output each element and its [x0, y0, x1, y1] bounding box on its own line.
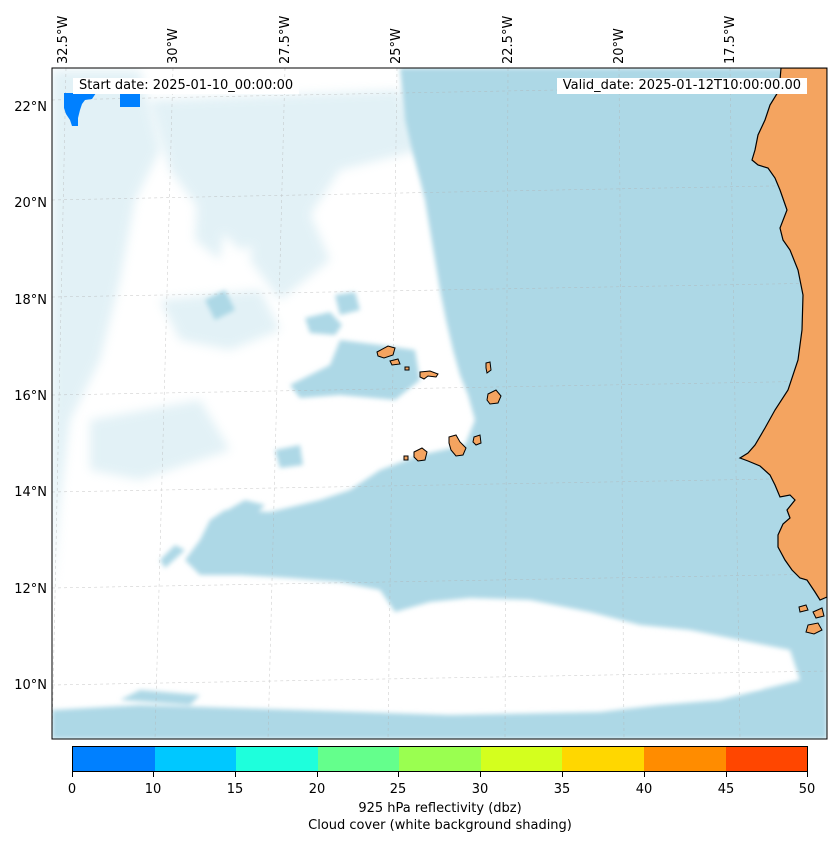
colorbar-tick-mark [317, 772, 318, 777]
island-boa-vista [486, 389, 502, 405]
island-sao-nicolau [419, 370, 439, 380]
colorbar-segment [562, 747, 644, 771]
cloud-cover [52, 68, 827, 739]
lon-label: 17.5°W [723, 16, 738, 64]
longitude-labels: 32.5°W 30°W 27.5°W 25°W 22.5°W 20°W 17.5… [56, 16, 738, 64]
lon-label: 32.5°W [56, 16, 71, 64]
lon-label: 20°W [612, 28, 627, 64]
colorbar-segment [399, 747, 481, 771]
colorbar-segment [73, 747, 155, 771]
lat-label: 16°N [14, 389, 47, 404]
cloud-gaps [555, 612, 770, 688]
lat-label: 20°N [14, 196, 47, 211]
lat-label: 18°N [14, 293, 47, 308]
colorbar-segment [317, 747, 400, 771]
colorbar-tick-mark [644, 772, 645, 777]
latitude-labels: 22°N 20°N 18°N 16°N 14°N 12°N 10°N [14, 100, 47, 693]
african-coast [738, 68, 827, 601]
colorbar-segment [480, 747, 563, 771]
colorbar-tick-label: 15 [226, 782, 244, 797]
colorbar [72, 746, 808, 772]
island-sal [485, 361, 492, 374]
colorbar-tick-mark [153, 772, 154, 777]
colorbar-tick-mark [398, 772, 399, 777]
colorbar-tick-mark [726, 772, 727, 777]
lon-label: 22.5°W [501, 16, 516, 64]
colorbar-tick-label: 25 [389, 782, 407, 797]
island-brava [403, 455, 409, 461]
lat-label: 14°N [14, 485, 47, 500]
lon-label: 27.5°W [278, 16, 293, 64]
colorbar-segment [154, 747, 237, 771]
start-date-label: Start date: 2025-01-10_00:00:00 [73, 78, 300, 94]
island-santa-luzia [404, 366, 410, 371]
lon-label: 30°W [166, 28, 181, 64]
island-sao-vicente [389, 358, 401, 366]
colorbar-tick-mark [72, 772, 73, 777]
colorbar-tick-label: 30 [471, 782, 489, 797]
colorbar-tick-label: 0 [67, 782, 77, 797]
colorbar-tick-mark [480, 772, 481, 777]
lon-label: 25°W [389, 28, 404, 64]
island-maio [472, 434, 482, 446]
cloud-haze [52, 70, 420, 600]
colorbar-tick-label: 45 [717, 782, 735, 797]
lat-label: 10°N [14, 678, 47, 693]
island-santo-antao [376, 345, 396, 359]
colorbar-segment [725, 747, 808, 771]
colorbar-tick-label: 10 [144, 782, 162, 797]
lat-label: 12°N [14, 582, 47, 597]
island-santiago [448, 434, 467, 457]
colorbar-tick-mark [235, 772, 236, 777]
cape-verde-islands [376, 345, 502, 462]
graticule [52, 68, 827, 739]
colorbar-sublabel: Cloud cover (white background shading) [308, 818, 572, 833]
island-fogo [413, 447, 428, 462]
colorbar-tick-label: 40 [635, 782, 653, 797]
colorbar-segment [643, 747, 726, 771]
bissagos-islands [798, 604, 825, 635]
colorbar-label: 925 hPa reflectivity (dbz) [358, 801, 522, 816]
lat-label: 22°N [14, 100, 47, 115]
colorbar-tick-label: 20 [308, 782, 326, 797]
reflectivity-patch [64, 93, 140, 126]
colorbar-tick-label: 50 [798, 782, 816, 797]
valid-date-label: Valid_date: 2025-01-12T10:00:00.00 [556, 78, 807, 94]
plot-border [51, 67, 828, 740]
colorbar-tick-label: 35 [553, 782, 571, 797]
colorbar-tick-mark [562, 772, 563, 777]
colorbar-tick-mark [807, 772, 808, 777]
colorbar-segment [236, 747, 318, 771]
